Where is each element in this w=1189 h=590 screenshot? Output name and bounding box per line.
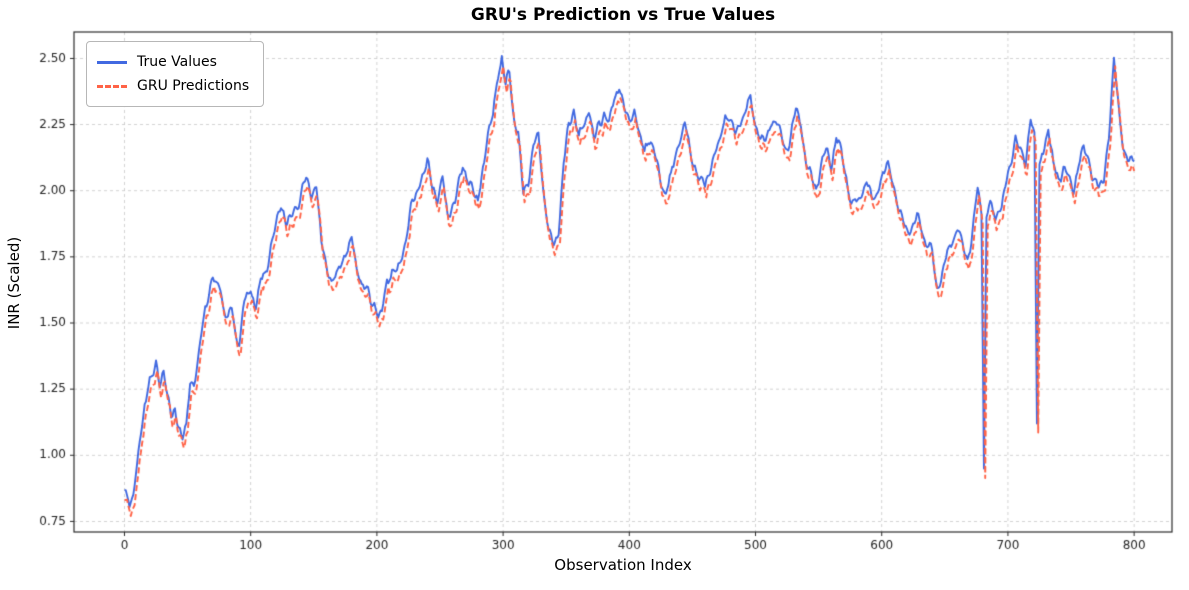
true-values-line-sample [97,60,127,64]
legend-label-true-values: True Values [137,54,217,70]
legend: True Values GRU Predictions [86,41,265,107]
x-axis-label: Observation Index [554,556,692,574]
legend-label-gru-predictions: GRU Predictions [137,78,250,94]
legend-entry-gru-predictions: GRU Predictions [97,74,249,98]
gru-predictions-line-sample [97,84,127,88]
legend-entry-true-values: True Values [97,50,249,74]
chart-title: GRU's Prediction vs True Values [470,5,776,25]
y-axis-label: INR (Scaled) [5,236,23,330]
